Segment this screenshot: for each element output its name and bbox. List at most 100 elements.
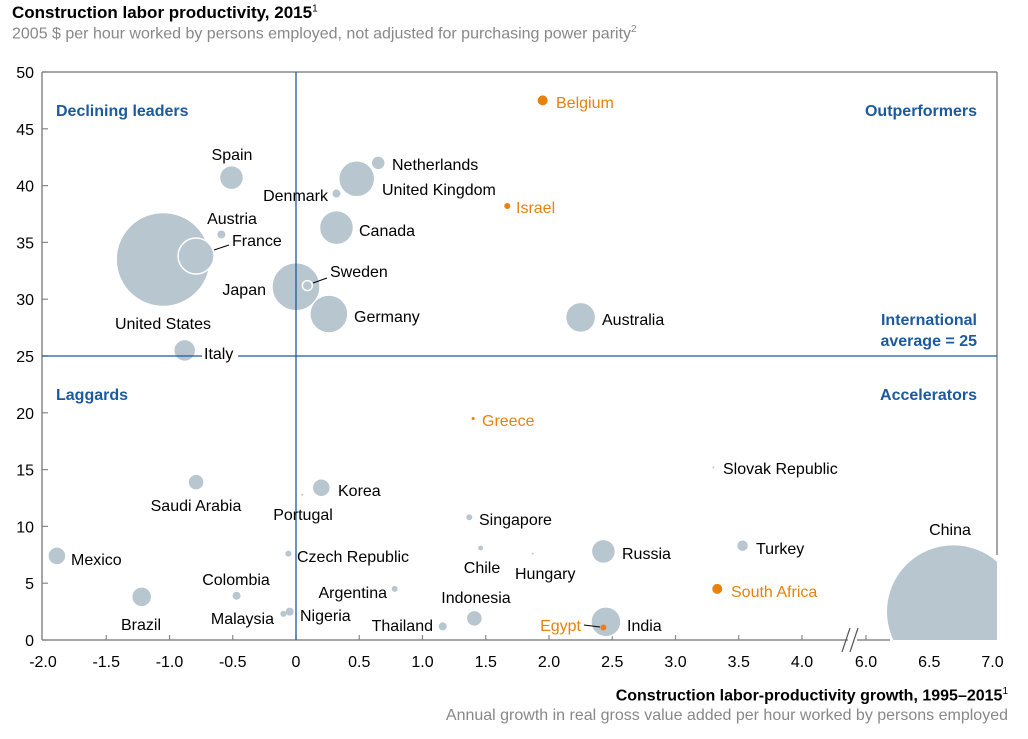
label-czech-republic: Czech Republic — [297, 549, 409, 566]
label-russia: Russia — [622, 546, 671, 563]
label-brazil: Brazil — [121, 617, 161, 634]
quadrant-label-bottom-right: Accelerators — [880, 387, 977, 404]
y-tick-label: 5 — [25, 576, 34, 593]
x-tick-label: 2.5 — [601, 654, 623, 671]
leader-line-france — [213, 244, 230, 251]
y-tick-label: 45 — [16, 122, 34, 139]
label-singapore: Singapore — [479, 512, 552, 529]
subtitle-footnote: 2 — [631, 24, 637, 35]
bubble-china — [885, 543, 997, 640]
bubble-russia — [590, 538, 617, 565]
leader-line-egypt — [583, 624, 601, 628]
bubble-united-kingdom — [337, 160, 376, 198]
bubble-argentina — [391, 585, 398, 592]
title-footnote: 1 — [312, 3, 318, 15]
x-tick-label: 7.0 — [981, 654, 1003, 671]
label-portugal: Portugal — [273, 507, 333, 524]
label-egypt: Egypt — [540, 618, 581, 635]
quadrant-label-bottom-left: Laggards — [56, 387, 128, 404]
bubble-indonesia — [465, 609, 484, 628]
chart-subtitle-text: 2005 $ per hour worked by persons employ… — [12, 25, 632, 43]
bubble-thailand — [438, 622, 447, 631]
label-denmark: Denmark — [263, 188, 329, 205]
label-south-africa: South Africa — [731, 584, 817, 601]
bubble-czech-republic — [285, 550, 292, 557]
bubble-netherlands — [370, 155, 386, 171]
label-mexico: Mexico — [71, 552, 122, 569]
chart-title-text: Construction labor productivity, 2015 — [12, 3, 313, 22]
bubble-portugal — [301, 493, 304, 496]
label-korea: Korea — [338, 483, 381, 500]
x-tick-label: -0.5 — [219, 654, 247, 671]
bubble-germany — [309, 294, 349, 334]
x-axis-footnote: 1 — [1002, 686, 1008, 697]
y-tick-label: 50 — [16, 65, 34, 82]
bubbles-group — [47, 95, 997, 640]
y-tick-label: 10 — [16, 519, 34, 536]
label-china: China — [929, 522, 971, 539]
bubble-brazil — [130, 586, 153, 608]
chart-subtitle: 2005 $ per hour worked by persons employ… — [12, 24, 637, 43]
x-tick-label: 4.0 — [791, 654, 813, 671]
label-malaysia: Malaysia — [211, 611, 274, 628]
label-israel: Israel — [516, 200, 555, 217]
label-united-kingdom: United Kingdom — [382, 182, 496, 199]
y-tick-label: 20 — [16, 406, 34, 423]
bubble-south-africa — [712, 583, 723, 594]
bubble-singapore — [466, 514, 473, 521]
x-tick-label: 6.0 — [855, 654, 877, 671]
bubble-nigeria — [285, 607, 294, 616]
x-tick-label: -1.5 — [92, 654, 120, 671]
label-indonesia: Indonesia — [441, 590, 510, 607]
label-canada: Canada — [359, 223, 415, 240]
y-tick-label: 40 — [16, 179, 34, 196]
label-japan: Japan — [222, 282, 266, 299]
bubble-australia — [564, 301, 597, 334]
y-tick-label: 0 — [25, 633, 34, 650]
y-tick-label: 35 — [16, 235, 34, 252]
label-thailand: Thailand — [372, 618, 433, 635]
x-tick-label: 0 — [292, 654, 301, 671]
bubble-hungary — [531, 552, 534, 555]
y-tick-label: 30 — [16, 292, 34, 309]
x-tick-label: 3.5 — [728, 654, 750, 671]
label-hungary: Hungary — [515, 566, 575, 583]
quadrant-label-average-line2: average = 25 — [880, 333, 977, 350]
quadrant-label-average-line1: International — [881, 312, 977, 329]
label-netherlands: Netherlands — [392, 157, 478, 174]
chart-title: Construction labor productivity, 20151 — [12, 3, 318, 23]
quadrant-label-top-left: Declining leaders — [56, 103, 189, 120]
label-saudi-arabia: Saudi Arabia — [151, 498, 242, 515]
label-united-states: United States — [115, 316, 211, 333]
bubble-italy — [172, 338, 197, 363]
axis-break-mark — [849, 627, 859, 653]
x-tick-label: 6.5 — [918, 654, 940, 671]
y-tick-label: 15 — [16, 463, 34, 480]
label-australia: Australia — [602, 312, 664, 329]
label-austria: Austria — [207, 211, 257, 228]
x-tick-label: 0.5 — [348, 654, 370, 671]
bubble-sweden — [301, 279, 314, 292]
label-nigeria: Nigeria — [300, 608, 351, 625]
bubble-india — [590, 606, 622, 638]
bubble-austria — [217, 230, 226, 239]
label-colombia: Colombia — [202, 572, 270, 589]
bubble-greece — [471, 416, 475, 420]
label-sweden: Sweden — [330, 264, 388, 281]
bubble-chile — [478, 545, 484, 551]
label-turkey: Turkey — [756, 541, 804, 558]
label-greece: Greece — [482, 413, 535, 430]
label-belgium: Belgium — [556, 95, 614, 112]
bubble-belgium — [537, 95, 548, 106]
bubble-colombia — [232, 591, 241, 600]
label-germany: Germany — [354, 309, 420, 326]
bubble-israel — [504, 203, 511, 210]
label-italy: Italy — [204, 346, 233, 363]
bubble-turkey — [735, 538, 750, 553]
label-france: France — [232, 233, 282, 250]
bubble-egypt — [600, 624, 607, 631]
bubble-france — [177, 237, 215, 275]
bubble-saudi-arabia — [187, 473, 205, 491]
quadrant-label-top-right: Outperformers — [865, 103, 977, 120]
